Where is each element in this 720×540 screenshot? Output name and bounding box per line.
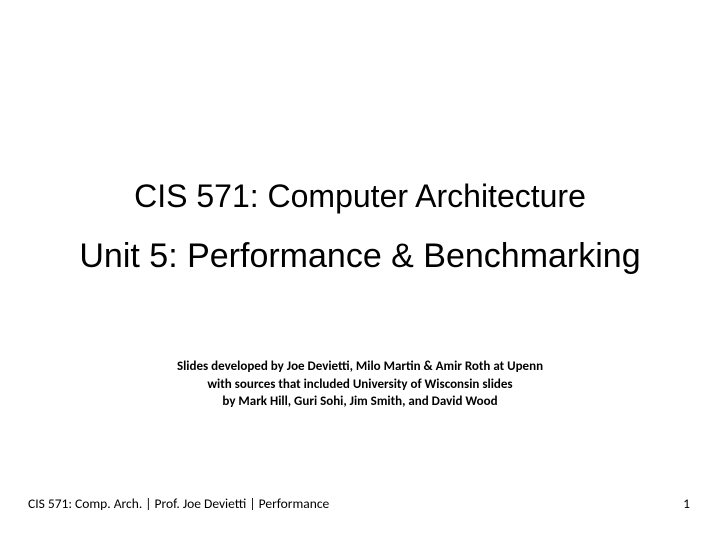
credits-line-2: with sources that included University of…	[0, 376, 720, 394]
credits-block: Slides developed by Joe Devietti, Milo M…	[0, 358, 720, 411]
footer-page-number: 1	[683, 495, 690, 512]
course-title: CIS 571: Computer Architecture	[0, 178, 720, 215]
slide-container: CIS 571: Computer Architecture Unit 5: P…	[0, 0, 720, 540]
footer-left: CIS 571: Comp. Arch. | Prof. Joe Deviett…	[28, 495, 329, 512]
credits-line-1: Slides developed by Joe Devietti, Milo M…	[0, 358, 720, 376]
credits-line-3: by Mark Hill, Guri Sohi, Jim Smith, and …	[0, 393, 720, 411]
unit-title: Unit 5: Performance & Benchmarking	[0, 237, 720, 276]
